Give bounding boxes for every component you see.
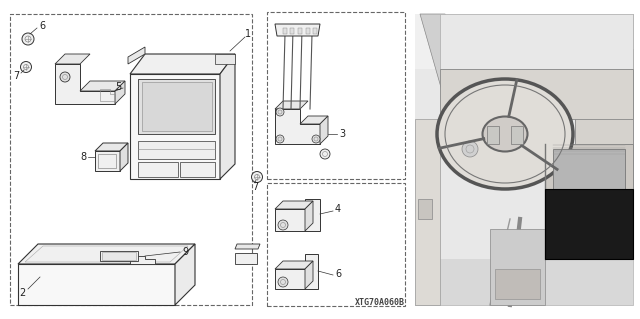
Circle shape <box>320 149 330 159</box>
Ellipse shape <box>483 116 527 152</box>
Polygon shape <box>80 81 125 91</box>
Polygon shape <box>320 116 328 144</box>
Polygon shape <box>130 256 155 264</box>
Bar <box>313 28 317 34</box>
Polygon shape <box>275 199 320 231</box>
Polygon shape <box>115 81 125 104</box>
Polygon shape <box>415 69 633 259</box>
Polygon shape <box>575 49 633 229</box>
Polygon shape <box>418 199 432 219</box>
Bar <box>98 154 116 168</box>
Polygon shape <box>120 143 128 171</box>
Bar <box>553 149 625 189</box>
Circle shape <box>60 72 70 82</box>
Text: 5: 5 <box>115 82 121 92</box>
Circle shape <box>252 172 262 182</box>
Circle shape <box>462 141 478 157</box>
Text: 7: 7 <box>13 71 19 81</box>
Polygon shape <box>415 119 440 305</box>
Polygon shape <box>128 47 145 64</box>
Circle shape <box>276 108 284 116</box>
Polygon shape <box>275 201 313 209</box>
Bar <box>138 141 215 159</box>
Bar <box>298 28 302 34</box>
Circle shape <box>22 33 34 45</box>
Text: 9: 9 <box>182 247 188 257</box>
Text: 6: 6 <box>39 21 45 31</box>
Polygon shape <box>440 14 633 69</box>
Polygon shape <box>235 244 260 249</box>
Polygon shape <box>275 24 320 36</box>
Circle shape <box>20 62 31 72</box>
Circle shape <box>278 277 288 287</box>
Bar <box>306 28 310 34</box>
Text: 3: 3 <box>339 129 345 139</box>
Circle shape <box>312 135 320 143</box>
Polygon shape <box>275 101 308 109</box>
Text: 2: 2 <box>19 288 25 298</box>
Polygon shape <box>275 254 318 289</box>
Polygon shape <box>275 261 313 269</box>
Polygon shape <box>545 144 633 259</box>
Polygon shape <box>440 69 633 119</box>
Bar <box>98 154 116 168</box>
Text: 1: 1 <box>245 29 251 39</box>
Polygon shape <box>305 201 313 231</box>
Polygon shape <box>18 264 175 305</box>
Bar <box>267 12 405 179</box>
Ellipse shape <box>437 79 573 189</box>
Bar <box>100 251 138 261</box>
Polygon shape <box>142 82 212 131</box>
Polygon shape <box>420 14 475 119</box>
Polygon shape <box>95 143 128 151</box>
Polygon shape <box>55 64 115 104</box>
Bar <box>215 54 235 64</box>
Polygon shape <box>300 116 328 124</box>
Bar <box>283 28 287 34</box>
Polygon shape <box>490 229 545 305</box>
Polygon shape <box>138 79 215 134</box>
Polygon shape <box>18 244 195 264</box>
Text: 7: 7 <box>252 182 258 192</box>
Text: 6: 6 <box>335 269 341 279</box>
Bar <box>235 253 257 264</box>
Circle shape <box>278 220 288 230</box>
Polygon shape <box>130 54 235 74</box>
Polygon shape <box>275 109 320 144</box>
Polygon shape <box>545 189 633 259</box>
Bar <box>290 28 294 34</box>
Polygon shape <box>220 54 235 179</box>
Text: XTG70A060B: XTG70A060B <box>355 298 405 307</box>
Bar <box>487 126 499 144</box>
Polygon shape <box>130 74 220 179</box>
Bar <box>511 126 523 144</box>
Bar <box>267 183 405 306</box>
Polygon shape <box>415 14 633 69</box>
Bar <box>138 162 178 177</box>
Bar <box>415 14 633 305</box>
Bar <box>10 14 252 305</box>
Polygon shape <box>305 261 313 289</box>
Polygon shape <box>95 151 120 171</box>
Text: 4: 4 <box>335 204 341 214</box>
Polygon shape <box>55 54 90 64</box>
Polygon shape <box>175 244 195 305</box>
Circle shape <box>276 135 284 143</box>
Bar <box>180 162 215 177</box>
Text: 8: 8 <box>80 152 86 162</box>
Bar <box>495 269 540 299</box>
Bar <box>102 252 136 260</box>
Polygon shape <box>415 259 633 305</box>
